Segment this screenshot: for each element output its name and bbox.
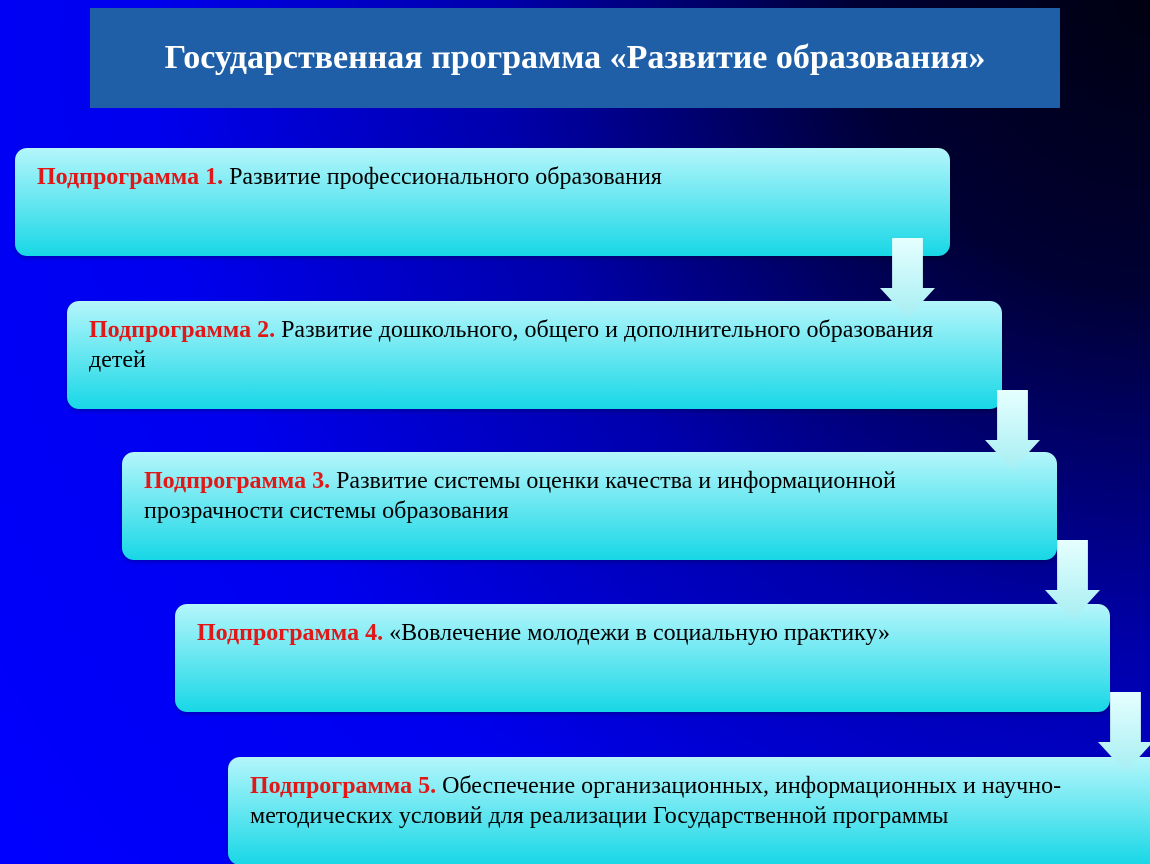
subprogram-card-5: Подпрограмма 5. Обеспечение организацион… [228, 757, 1150, 864]
card-text: Подпрограмма 1. Развитие профессионально… [37, 162, 930, 192]
card-label: Подпрограмма 1. [37, 164, 223, 190]
subprogram-card-1: Подпрограмма 1. Развитие профессионально… [15, 148, 950, 256]
slide-title: Государственная программа «Развитие обра… [165, 38, 986, 77]
subprogram-card-3: Подпрограмма 3. Развитие системы оценки … [122, 452, 1057, 560]
down-arrow-icon [985, 390, 1040, 470]
slide-background [0, 0, 1150, 864]
subprogram-card-4: Подпрограмма 4. «Вовлечение молодежи в с… [175, 604, 1110, 712]
card-description: Развитие профессионального образования [223, 164, 662, 190]
card-text: Подпрограмма 3. Развитие системы оценки … [144, 466, 1037, 526]
title-bar: Государственная программа «Развитие обра… [90, 8, 1060, 108]
down-arrow-icon [1098, 692, 1150, 772]
down-arrow-icon [1045, 540, 1100, 620]
card-label: Подпрограмма 4. [197, 620, 383, 646]
card-description: «Вовлечение молодежи в социальную практи… [383, 620, 890, 646]
card-text: Подпрограмма 2. Развитие дошкольного, об… [89, 315, 982, 375]
card-text: Подпрограмма 5. Обеспечение организацион… [250, 771, 1143, 831]
card-label: Подпрограмма 2. [89, 317, 275, 343]
card-label: Подпрограмма 3. [144, 468, 330, 494]
down-arrow-icon [880, 238, 935, 318]
subprogram-card-2: Подпрограмма 2. Развитие дошкольного, об… [67, 301, 1002, 409]
card-text: Подпрограмма 4. «Вовлечение молодежи в с… [197, 618, 1090, 648]
card-label: Подпрограмма 5. [250, 773, 436, 799]
